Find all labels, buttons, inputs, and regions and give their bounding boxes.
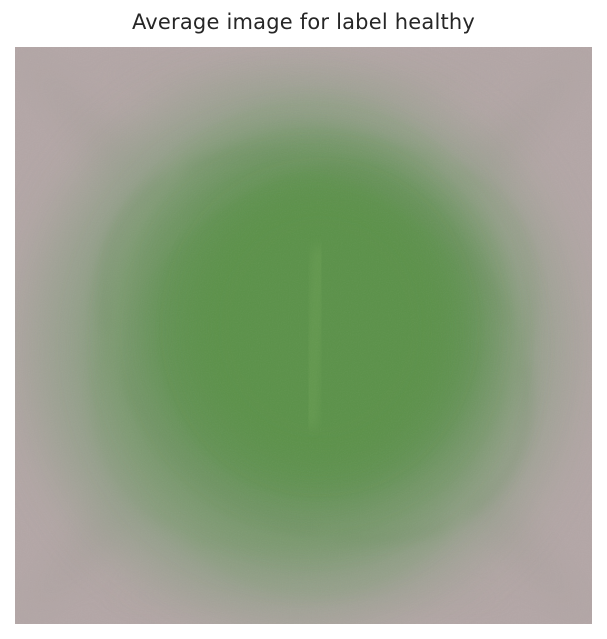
- figure-title: Average image for label healthy: [0, 10, 607, 34]
- average-leaf-image: [15, 47, 592, 624]
- average-image: [15, 47, 592, 624]
